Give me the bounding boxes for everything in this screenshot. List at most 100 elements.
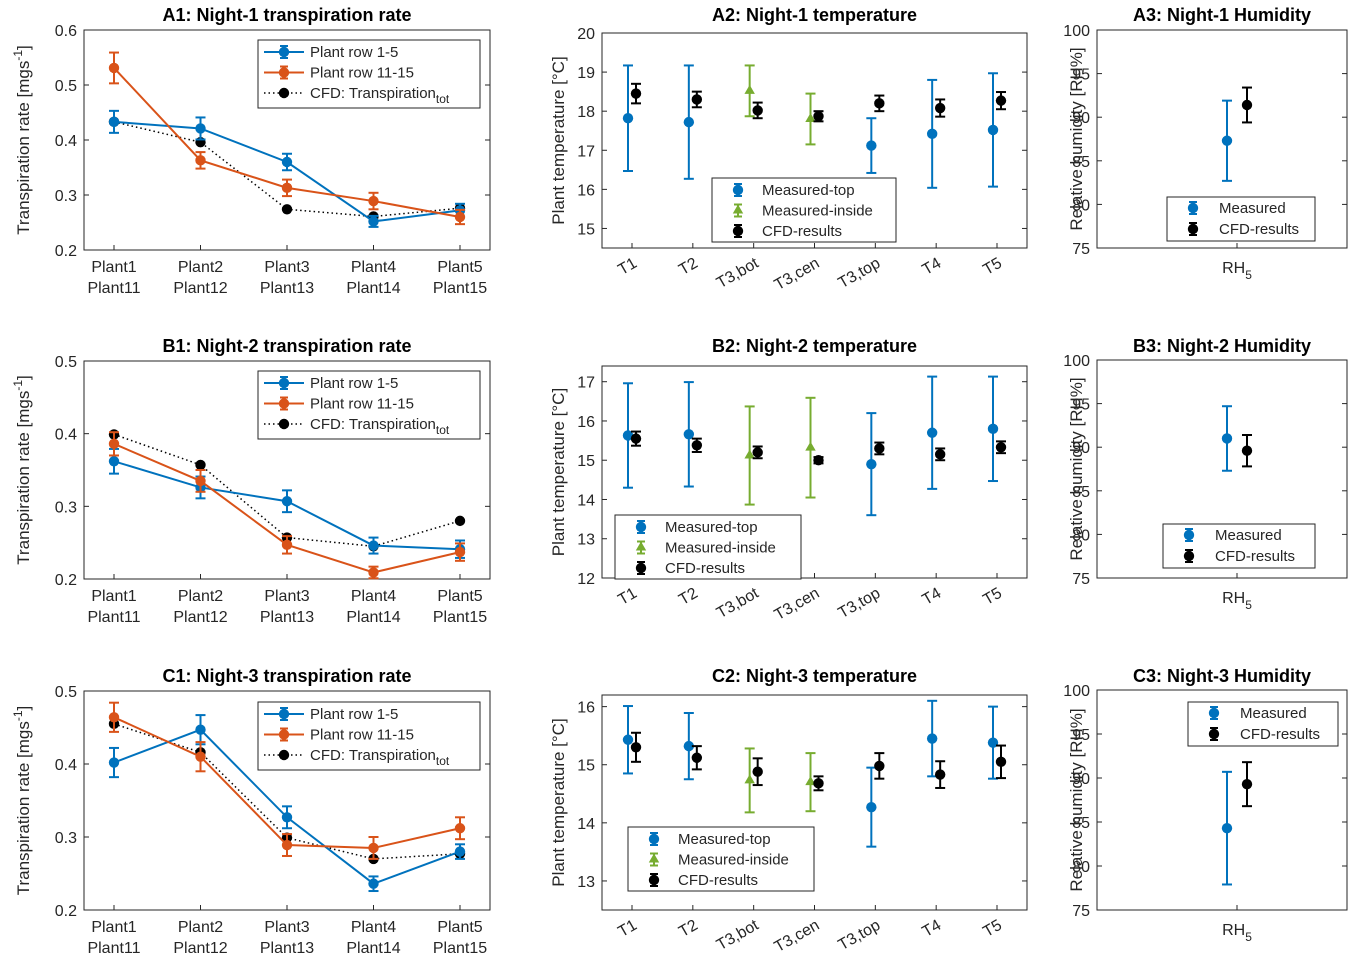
legend-marker (648, 833, 660, 845)
series-measured-inside (744, 747, 816, 814)
legend-marker (1208, 728, 1220, 740)
panel-b2: B2: Night-2 temperature 12 13 14 15 16 17 T1 T2 T… (549, 336, 1028, 624)
y-tick-label: 80 (1072, 197, 1090, 214)
data-point (683, 116, 695, 128)
data-point (752, 447, 763, 458)
data-point (1241, 445, 1253, 456)
legend-marker (732, 225, 744, 237)
x-tick-label: T3,cen (772, 255, 823, 294)
data-point (281, 156, 293, 168)
x-tick-label-sub: 5 (1245, 268, 1252, 282)
data-point (744, 84, 755, 94)
data-point (108, 757, 120, 768)
y-tick-label: 90 (1072, 771, 1090, 788)
data-point (281, 496, 293, 507)
legend-label: CFD: Transpirationtot (310, 85, 450, 106)
series-row-11-15 (108, 51, 466, 226)
chart-title: A3: Night-1 Humidity (1133, 5, 1311, 25)
data-point (874, 760, 885, 772)
series-cfd-results (630, 731, 1007, 792)
series-measured (1221, 405, 1233, 472)
legend-label: Plant row 11-15 (310, 65, 414, 82)
y-tick-label: 75 (1072, 571, 1090, 588)
data-point (630, 88, 642, 99)
legend-marker (1187, 202, 1199, 214)
y-tick-label: 13 (577, 532, 595, 549)
series-row-11-15 (108, 431, 466, 580)
x-tick-label: Plant4 (351, 919, 396, 936)
x-tick-label-row2: Plant11 (87, 940, 140, 957)
x-tick-label: Plant4 (351, 588, 396, 605)
data-point (874, 443, 885, 454)
legend-label: Plant row 1-5 (310, 44, 398, 61)
y-tick-label: 17 (577, 375, 595, 392)
chart-title: A1: Night-1 transpiration rate (162, 5, 411, 25)
data-point (1221, 433, 1233, 444)
panel-c2: C2: Night-3 temperature 13 14 15 16 T1 T2 T3,bo… (549, 666, 1028, 956)
data-point (368, 216, 379, 227)
data-point (805, 776, 816, 786)
y-tick-label: 75 (1072, 241, 1090, 258)
x-tick-label: T3,bot (714, 916, 762, 954)
panel-c1: C1: Night-3 transpiration rate 0.2 0.3 0.4 0… (11, 666, 491, 957)
data-point (368, 842, 379, 854)
y-tick-label: 95 (1072, 727, 1090, 744)
panel-a2: A2: Night-1 temperature 15 16 17 18 19 20 T1 T2 T… (549, 5, 1028, 294)
legend-marker (278, 749, 290, 761)
y-tick-label: 0.3 (55, 499, 77, 516)
y-tick-label: 20 (577, 26, 595, 43)
y-axis-label: Relative humidity [RH%] (1067, 47, 1086, 230)
x-tick-label: T3,cen (772, 585, 823, 624)
series-measured (1221, 770, 1233, 886)
y-tick-label: 95 (1072, 67, 1090, 84)
data-point (987, 737, 999, 748)
data-point (454, 546, 466, 558)
legend-label: CFD-results (762, 223, 842, 240)
legend-marker (278, 46, 290, 58)
x-tick-label: T3,bot (714, 584, 762, 622)
x-tick-label: T5 (980, 917, 1005, 941)
legend-marker (635, 521, 647, 533)
panel-a3: A3: Night-1 Humidity 75 80 85 90 95 100 RH5 Rela… (1063, 5, 1348, 282)
legend-label-text: CFD: Transpiration (310, 85, 436, 102)
data-point (630, 433, 642, 444)
y-axis-label-end: ] (14, 45, 33, 50)
y-tick-label: 85 (1072, 154, 1090, 171)
x-tick-label: Plant1 (91, 588, 136, 605)
y-tick-label: 0.3 (55, 830, 77, 847)
y-axis-label-end: ] (14, 375, 33, 380)
legend-label-sub: tot (436, 92, 450, 106)
data-point (281, 539, 293, 551)
legend-marker (278, 708, 290, 720)
x-tick-label: Plant2 (178, 588, 223, 605)
y-tick-label: 0.5 (55, 684, 77, 701)
data-point (1241, 99, 1253, 111)
x-tick-label-row2: Plant13 (260, 940, 314, 957)
chart-title: B1: Night-2 transpiration rate (162, 336, 411, 356)
series-cfd-results (1241, 433, 1253, 468)
legend-marker (1187, 223, 1199, 235)
legend-marker (278, 87, 290, 99)
legend-marker (278, 729, 290, 740)
x-tick-label: T1 (615, 917, 640, 941)
data-point (281, 182, 293, 194)
y-tick-label: 90 (1072, 440, 1090, 457)
data-point (108, 438, 120, 450)
panel-c3: C3: Night-3 Humidity 75 80 85 90 95 100 RH5 Rela… (1063, 666, 1348, 944)
x-tick-label: Plant5 (437, 259, 482, 276)
x-tick-label: T2 (676, 585, 701, 609)
legend-label: CFD-results (1215, 548, 1295, 565)
legend-label: CFD-results (1219, 221, 1299, 238)
data-point (691, 440, 703, 451)
legend-marker (278, 67, 290, 78)
y-tick-label: 0.3 (55, 188, 77, 205)
legend-label: Measured-top (762, 182, 855, 199)
x-tick-label-row2: Plant14 (346, 280, 400, 297)
legend-label: CFD: Transpirationtot (310, 747, 450, 768)
chart-title: C1: Night-3 transpiration rate (162, 666, 411, 686)
y-tick-label: 75 (1072, 903, 1090, 920)
x-tick-label: Plant5 (437, 919, 482, 936)
series-measured-top (622, 64, 999, 189)
legend-label-text: Plant row 11-15 (310, 727, 414, 744)
data-point (995, 442, 1007, 453)
